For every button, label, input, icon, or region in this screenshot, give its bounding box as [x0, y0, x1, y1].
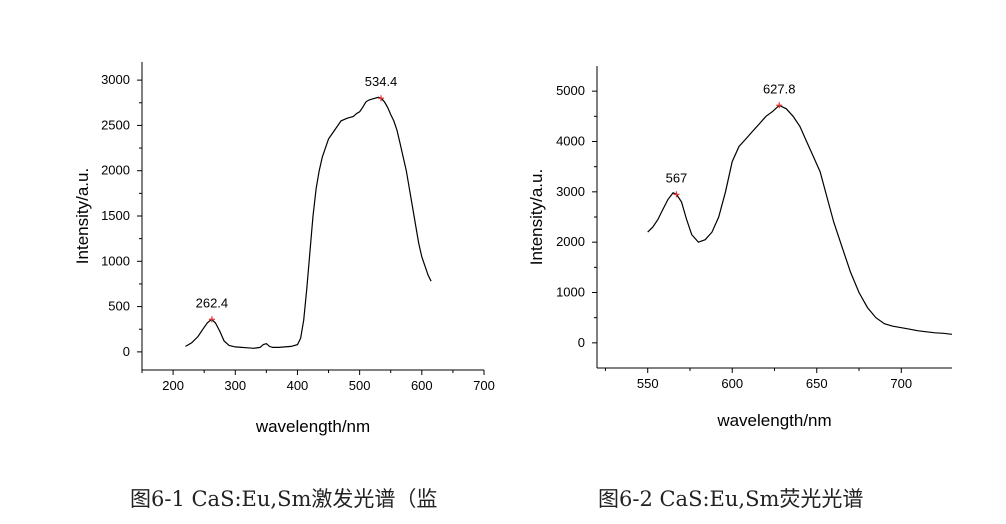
peak-label: 262.4	[196, 295, 229, 310]
y-tick-label: 0	[578, 335, 585, 350]
x-tick-label: 200	[162, 378, 184, 393]
x-tick-label: 400	[287, 378, 309, 393]
figure-6-2-caption: 图6-2 CaS:Eu,Sm荧光光谱	[598, 487, 863, 511]
y-axis-label: Intensity/a.u.	[73, 168, 92, 264]
figure-6-1-caption: 图6-1 CaS:Eu,Sm激发光谱（监	[130, 487, 437, 511]
y-axis-label: Intensity/a.u.	[527, 169, 546, 265]
y-tick-label: 3000	[101, 72, 130, 87]
y-tick-label: 1500	[101, 208, 130, 223]
y-tick-label: 2500	[101, 117, 130, 132]
x-tick-label: 600	[411, 378, 433, 393]
y-tick-label: 1000	[101, 253, 130, 268]
y-tick-label: 4000	[556, 134, 585, 149]
y-tick-label: 2000	[556, 234, 585, 249]
emission-spectrum-chart: 0 1000 2000 3000 4000 5000 550 600 650 700 wavelen…	[527, 66, 953, 430]
x-tick-label: 700	[890, 376, 912, 391]
spectrum-line	[647, 104, 953, 335]
spectrum-line	[185, 96, 432, 349]
y-tick-label: 500	[108, 299, 130, 314]
x-tick-label: 600	[721, 376, 743, 391]
y-tick-label: 1000	[556, 285, 585, 300]
x-tick-label: 650	[806, 376, 828, 391]
peak-label: 534.4	[365, 74, 398, 89]
y-tick-label: 0	[123, 344, 130, 359]
x-tick-label: 550	[637, 376, 659, 391]
peak-label: 567	[666, 170, 688, 185]
x-tick-label: 700	[473, 378, 495, 393]
peak-label: 627.8	[763, 81, 796, 96]
y-tick-label: 3000	[556, 184, 585, 199]
x-axis-label: wavelength/nm	[716, 411, 831, 430]
x-axis-label: wavelength/nm	[255, 417, 370, 436]
x-tick-label: 300	[224, 378, 246, 393]
excitation-spectrum-chart: 0 500 1000 1500 2000 2500 3000 200 300 400 500 600 7…	[73, 62, 495, 436]
y-tick-label: 2000	[101, 163, 130, 178]
y-tick-label: 5000	[556, 83, 585, 98]
x-tick-label: 500	[349, 378, 371, 393]
